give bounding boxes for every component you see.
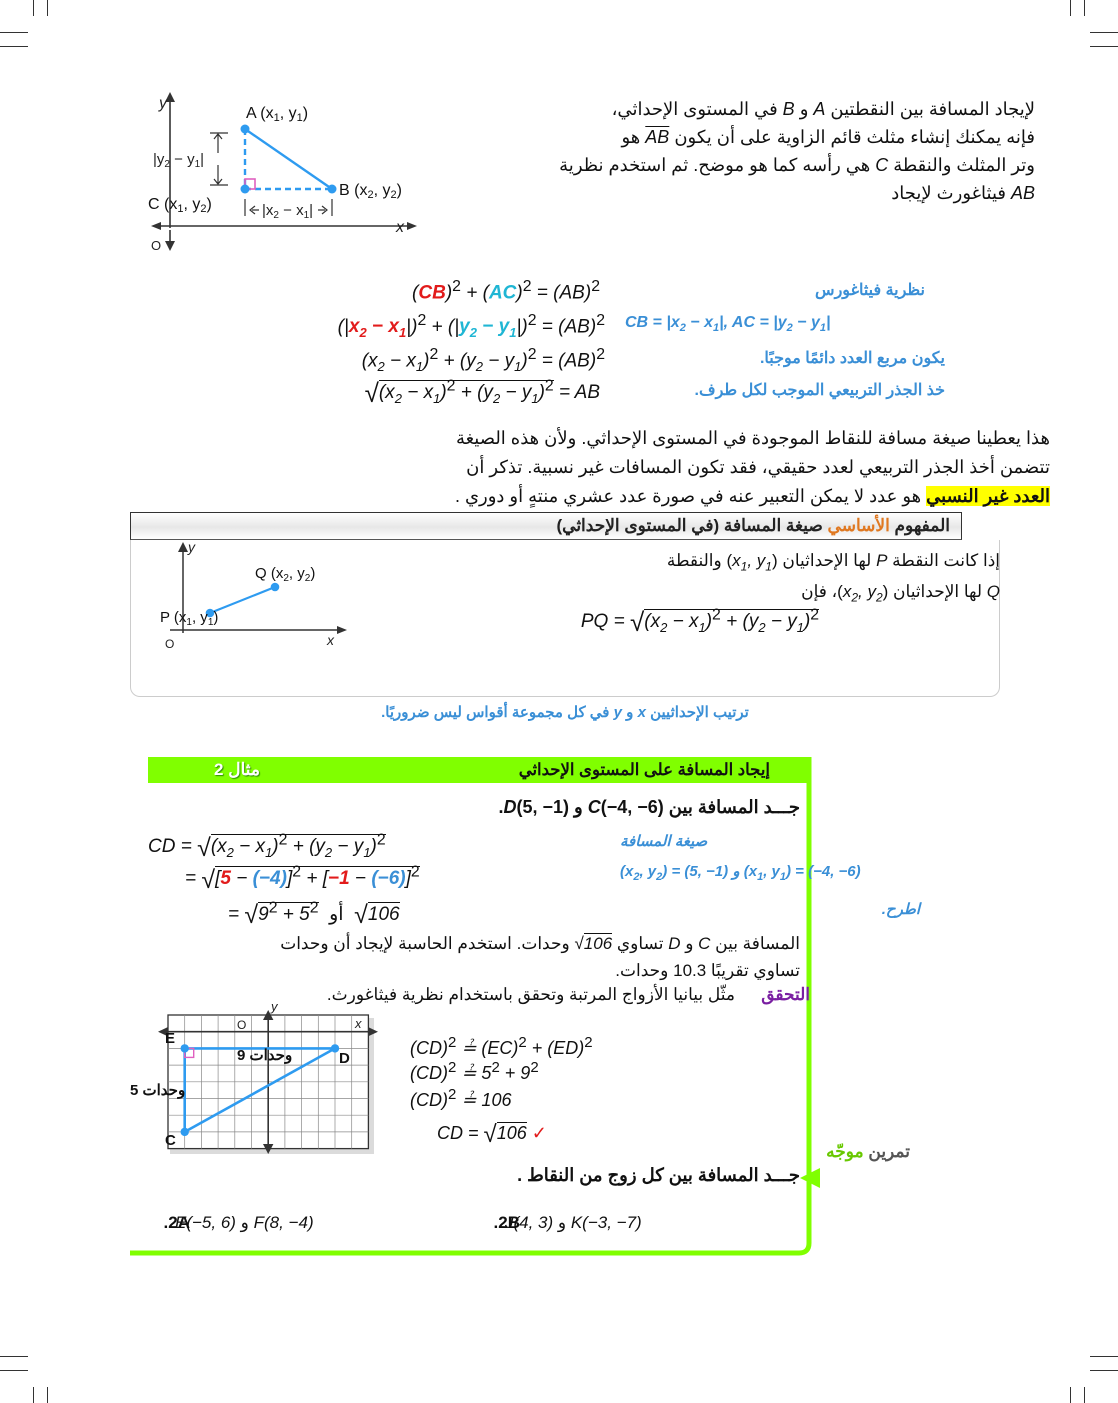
svg-text:D: D — [339, 1050, 350, 1067]
svg-text:C: C — [165, 1132, 176, 1149]
svg-text:9 وحدات: 9 وحدات — [237, 1047, 292, 1064]
svg-text:x: x — [354, 1016, 362, 1031]
svg-text:E: E — [165, 1030, 175, 1047]
svg-text:5 وحدات: 5 وحدات — [130, 1082, 185, 1099]
svg-text:y: y — [270, 999, 279, 1014]
svg-text:O: O — [237, 1018, 246, 1032]
